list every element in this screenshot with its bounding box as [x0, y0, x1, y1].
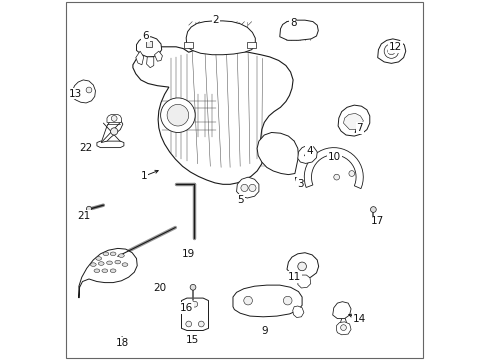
Circle shape [160, 98, 195, 132]
Polygon shape [186, 21, 255, 55]
Circle shape [340, 325, 346, 330]
Polygon shape [154, 51, 162, 61]
Text: 1: 1 [140, 171, 147, 181]
Circle shape [348, 171, 354, 176]
Bar [145, 41, 152, 47]
Polygon shape [377, 39, 405, 63]
Polygon shape [336, 322, 350, 335]
Polygon shape [136, 37, 162, 57]
Circle shape [370, 207, 375, 212]
Polygon shape [101, 118, 122, 143]
Circle shape [248, 184, 256, 192]
Polygon shape [343, 113, 363, 130]
Text: 10: 10 [327, 152, 340, 162]
Circle shape [297, 262, 306, 271]
Circle shape [192, 301, 197, 307]
Circle shape [167, 104, 188, 126]
Text: 22: 22 [80, 143, 93, 153]
Polygon shape [232, 285, 302, 317]
Ellipse shape [96, 257, 102, 260]
Text: 5: 5 [237, 195, 244, 205]
Polygon shape [292, 306, 303, 318]
Polygon shape [332, 302, 350, 319]
Text: 2: 2 [212, 15, 219, 25]
Circle shape [86, 206, 91, 211]
Circle shape [333, 174, 339, 180]
Ellipse shape [94, 269, 100, 273]
Bar [183, 42, 192, 48]
Text: 20: 20 [153, 283, 166, 293]
Text: 9: 9 [261, 326, 267, 336]
Polygon shape [297, 275, 310, 288]
Polygon shape [286, 253, 318, 279]
Text: 19: 19 [182, 249, 195, 259]
Text: 18: 18 [115, 338, 128, 348]
Ellipse shape [110, 269, 116, 273]
Circle shape [111, 116, 117, 121]
Text: 8: 8 [289, 18, 296, 28]
Polygon shape [72, 80, 95, 103]
Text: 11: 11 [288, 272, 301, 282]
Polygon shape [304, 148, 363, 189]
Polygon shape [236, 177, 258, 198]
Text: 14: 14 [352, 314, 366, 324]
Polygon shape [146, 57, 153, 68]
Polygon shape [337, 105, 369, 136]
Circle shape [86, 87, 92, 93]
Polygon shape [107, 114, 121, 122]
Polygon shape [279, 20, 318, 40]
Text: 15: 15 [185, 335, 199, 345]
Circle shape [110, 128, 118, 135]
Text: 13: 13 [68, 89, 82, 99]
Text: 7: 7 [356, 123, 362, 133]
Ellipse shape [90, 263, 96, 266]
Polygon shape [136, 51, 143, 65]
Ellipse shape [98, 262, 104, 265]
Circle shape [185, 321, 191, 327]
Text: 12: 12 [388, 42, 402, 52]
Ellipse shape [115, 260, 121, 264]
Ellipse shape [106, 261, 112, 265]
Circle shape [283, 296, 291, 305]
Ellipse shape [102, 269, 107, 273]
Ellipse shape [110, 252, 116, 256]
Text: 6: 6 [142, 31, 148, 41]
Bar [247, 42, 256, 48]
Ellipse shape [118, 254, 124, 257]
Circle shape [198, 321, 204, 327]
Ellipse shape [122, 263, 127, 266]
Polygon shape [257, 132, 298, 175]
Circle shape [190, 284, 196, 290]
Circle shape [75, 91, 81, 96]
Text: 17: 17 [370, 216, 384, 226]
Text: 4: 4 [305, 146, 312, 156]
Polygon shape [133, 47, 292, 184]
Polygon shape [297, 145, 317, 163]
Circle shape [241, 184, 247, 192]
Ellipse shape [103, 252, 108, 256]
Circle shape [384, 44, 398, 58]
Text: 16: 16 [180, 303, 193, 313]
Text: 3: 3 [296, 179, 303, 189]
Circle shape [387, 48, 394, 55]
Polygon shape [181, 298, 208, 330]
Circle shape [244, 296, 252, 305]
Polygon shape [97, 141, 123, 148]
Text: 21: 21 [78, 211, 91, 221]
Polygon shape [79, 248, 137, 298]
